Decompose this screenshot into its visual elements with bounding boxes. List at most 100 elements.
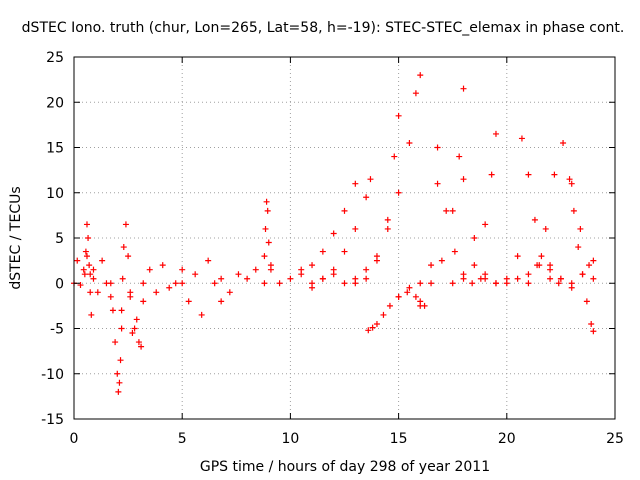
data-point [449, 207, 456, 214]
data-point [244, 275, 251, 282]
data-point [83, 221, 90, 228]
data-point [262, 225, 269, 232]
data-point [77, 282, 84, 289]
data-point [192, 271, 199, 278]
data-series [395, 180, 441, 300]
data-point [87, 289, 94, 296]
data-point [560, 139, 567, 146]
data-point [146, 266, 153, 273]
data-point [365, 327, 372, 334]
data-series [179, 257, 225, 318]
data-point [547, 275, 554, 282]
data-point [386, 302, 393, 309]
data-point [90, 275, 97, 282]
data-point [309, 284, 316, 291]
y-tick-label: 10 [46, 186, 64, 202]
data-point [138, 343, 145, 350]
data-point [140, 298, 147, 305]
x-tick-label: 0 [70, 431, 79, 447]
data-point [590, 328, 597, 335]
data-point [74, 257, 81, 264]
data-point [116, 379, 123, 386]
data-point [525, 271, 532, 278]
data-point [88, 311, 95, 318]
data-point [438, 257, 445, 264]
data-point [373, 320, 380, 327]
data-point [566, 176, 573, 183]
data-point [218, 275, 225, 282]
data-point [547, 262, 554, 269]
data-point [568, 284, 575, 291]
data-point [131, 325, 138, 332]
data-series [71, 253, 97, 289]
data-series [298, 180, 359, 278]
data-point [264, 207, 271, 214]
data-point [395, 293, 402, 300]
data-point [538, 253, 545, 260]
chart-title: dSTEC Iono. truth (chur, Lon=265, Lat=58… [22, 20, 625, 36]
data-point [205, 257, 212, 264]
data-point [471, 235, 478, 241]
data-point [570, 207, 577, 214]
data-point [265, 239, 272, 246]
data-point [380, 311, 387, 318]
data-series [118, 221, 134, 314]
data-point [460, 176, 467, 183]
data-point [83, 253, 90, 260]
data-point [319, 275, 326, 282]
grid [74, 57, 615, 419]
data-point [557, 275, 564, 282]
data-point [363, 266, 370, 273]
data-point [586, 262, 593, 269]
data-point [90, 266, 97, 273]
data-point [82, 248, 89, 255]
data-point [579, 271, 586, 278]
data-point [107, 293, 114, 300]
y-axis-label: dSTEC / TECUs [8, 186, 24, 289]
data-point [125, 253, 132, 260]
data-point [460, 85, 467, 92]
data-point [406, 284, 413, 291]
data-point [367, 176, 374, 183]
data-point [395, 189, 402, 196]
data-point [469, 280, 476, 287]
data-point [525, 280, 532, 287]
data-point [319, 248, 326, 255]
data-point [417, 302, 424, 309]
data-point [109, 307, 116, 314]
data-point [514, 253, 521, 260]
data-point [120, 244, 127, 251]
data-point [492, 130, 499, 137]
data-point [482, 275, 489, 282]
data-point [179, 280, 186, 287]
data-point [352, 180, 359, 187]
data-point [352, 225, 359, 232]
data-series [127, 293, 147, 350]
data-point [555, 280, 562, 287]
data-point [518, 135, 525, 142]
data-series [449, 130, 499, 287]
data-point [384, 225, 391, 232]
data-point [482, 221, 489, 228]
data-point [590, 275, 597, 282]
y-tick-labels: -15 -10 -5 0 5 10 15 20 25 [41, 50, 64, 428]
data-point [417, 280, 424, 287]
data-point [341, 280, 348, 287]
data-series [365, 289, 428, 334]
data-point [198, 311, 205, 318]
data-series [81, 221, 95, 318]
y-tick-label: 15 [46, 141, 64, 157]
data-point [588, 320, 595, 327]
data-point [287, 275, 294, 282]
data-point [551, 171, 558, 178]
data-point [451, 248, 458, 255]
data-point [434, 144, 441, 151]
data-point [417, 72, 424, 79]
data-point [373, 257, 380, 264]
x-axis-label: GPS time / hours of day 298 of year 2011 [200, 459, 490, 475]
data-point [118, 307, 125, 314]
data-point [86, 262, 93, 269]
data-series [261, 198, 274, 269]
data-point [166, 284, 173, 291]
